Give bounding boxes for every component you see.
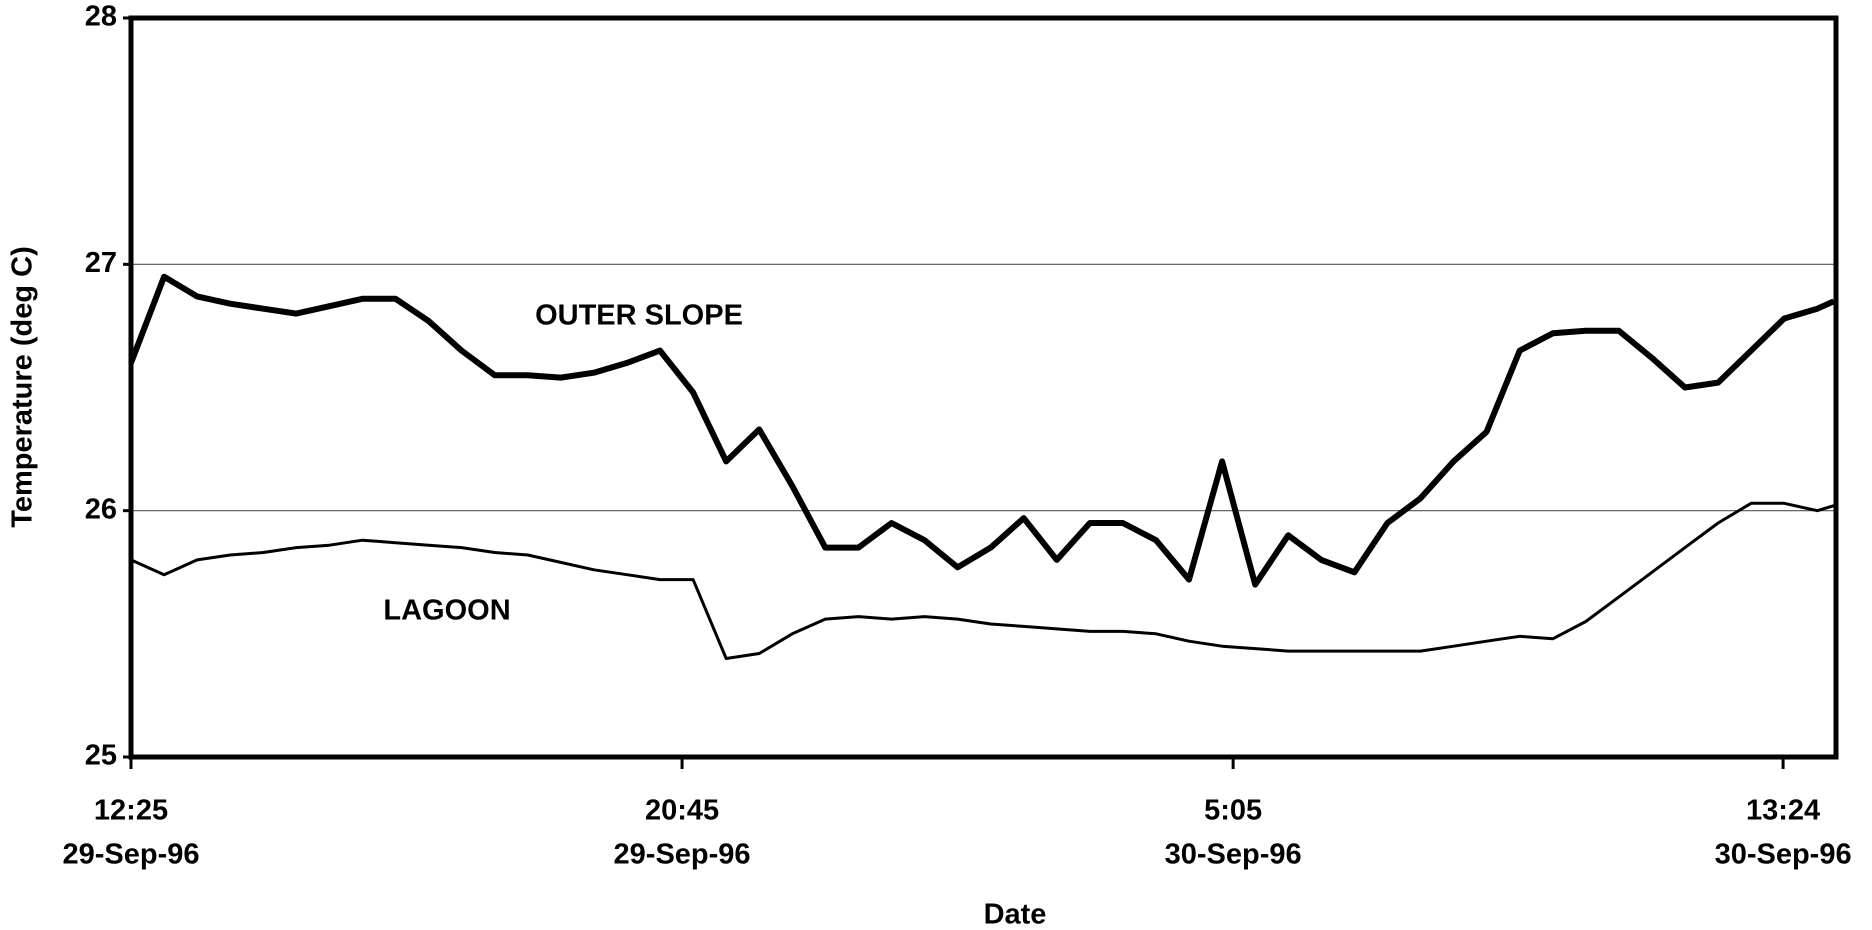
y-tick-label: 26 bbox=[85, 493, 117, 525]
data-line bbox=[130, 501, 1835, 660]
y-axis-label: Temperature (deg C) bbox=[7, 246, 39, 527]
x-tick-label: 13:24 bbox=[1746, 795, 1820, 827]
x-axis-label: Date bbox=[984, 899, 1047, 930]
x-tick-label: 20:45 bbox=[645, 795, 719, 827]
x-tick-label: 29-Sep-96 bbox=[614, 839, 751, 871]
x-tick-label: 12:25 bbox=[94, 795, 168, 827]
x-tick-label: 30-Sep-96 bbox=[1165, 839, 1302, 871]
plot-frame bbox=[128, 15, 1839, 760]
annotation: OUTER SLOPE bbox=[535, 300, 743, 332]
data-line bbox=[128, 273, 1836, 588]
x-tick-label: 30-Sep-96 bbox=[1715, 839, 1852, 871]
y-tick-label: 25 bbox=[85, 740, 117, 772]
y-tick-label: 28 bbox=[85, 1, 117, 33]
annotation: LAGOON bbox=[383, 595, 510, 627]
x-tick-label: 5:05 bbox=[1204, 795, 1262, 827]
x-tick-label: 29-Sep-96 bbox=[62, 839, 199, 871]
y-tick-label: 27 bbox=[85, 247, 117, 279]
